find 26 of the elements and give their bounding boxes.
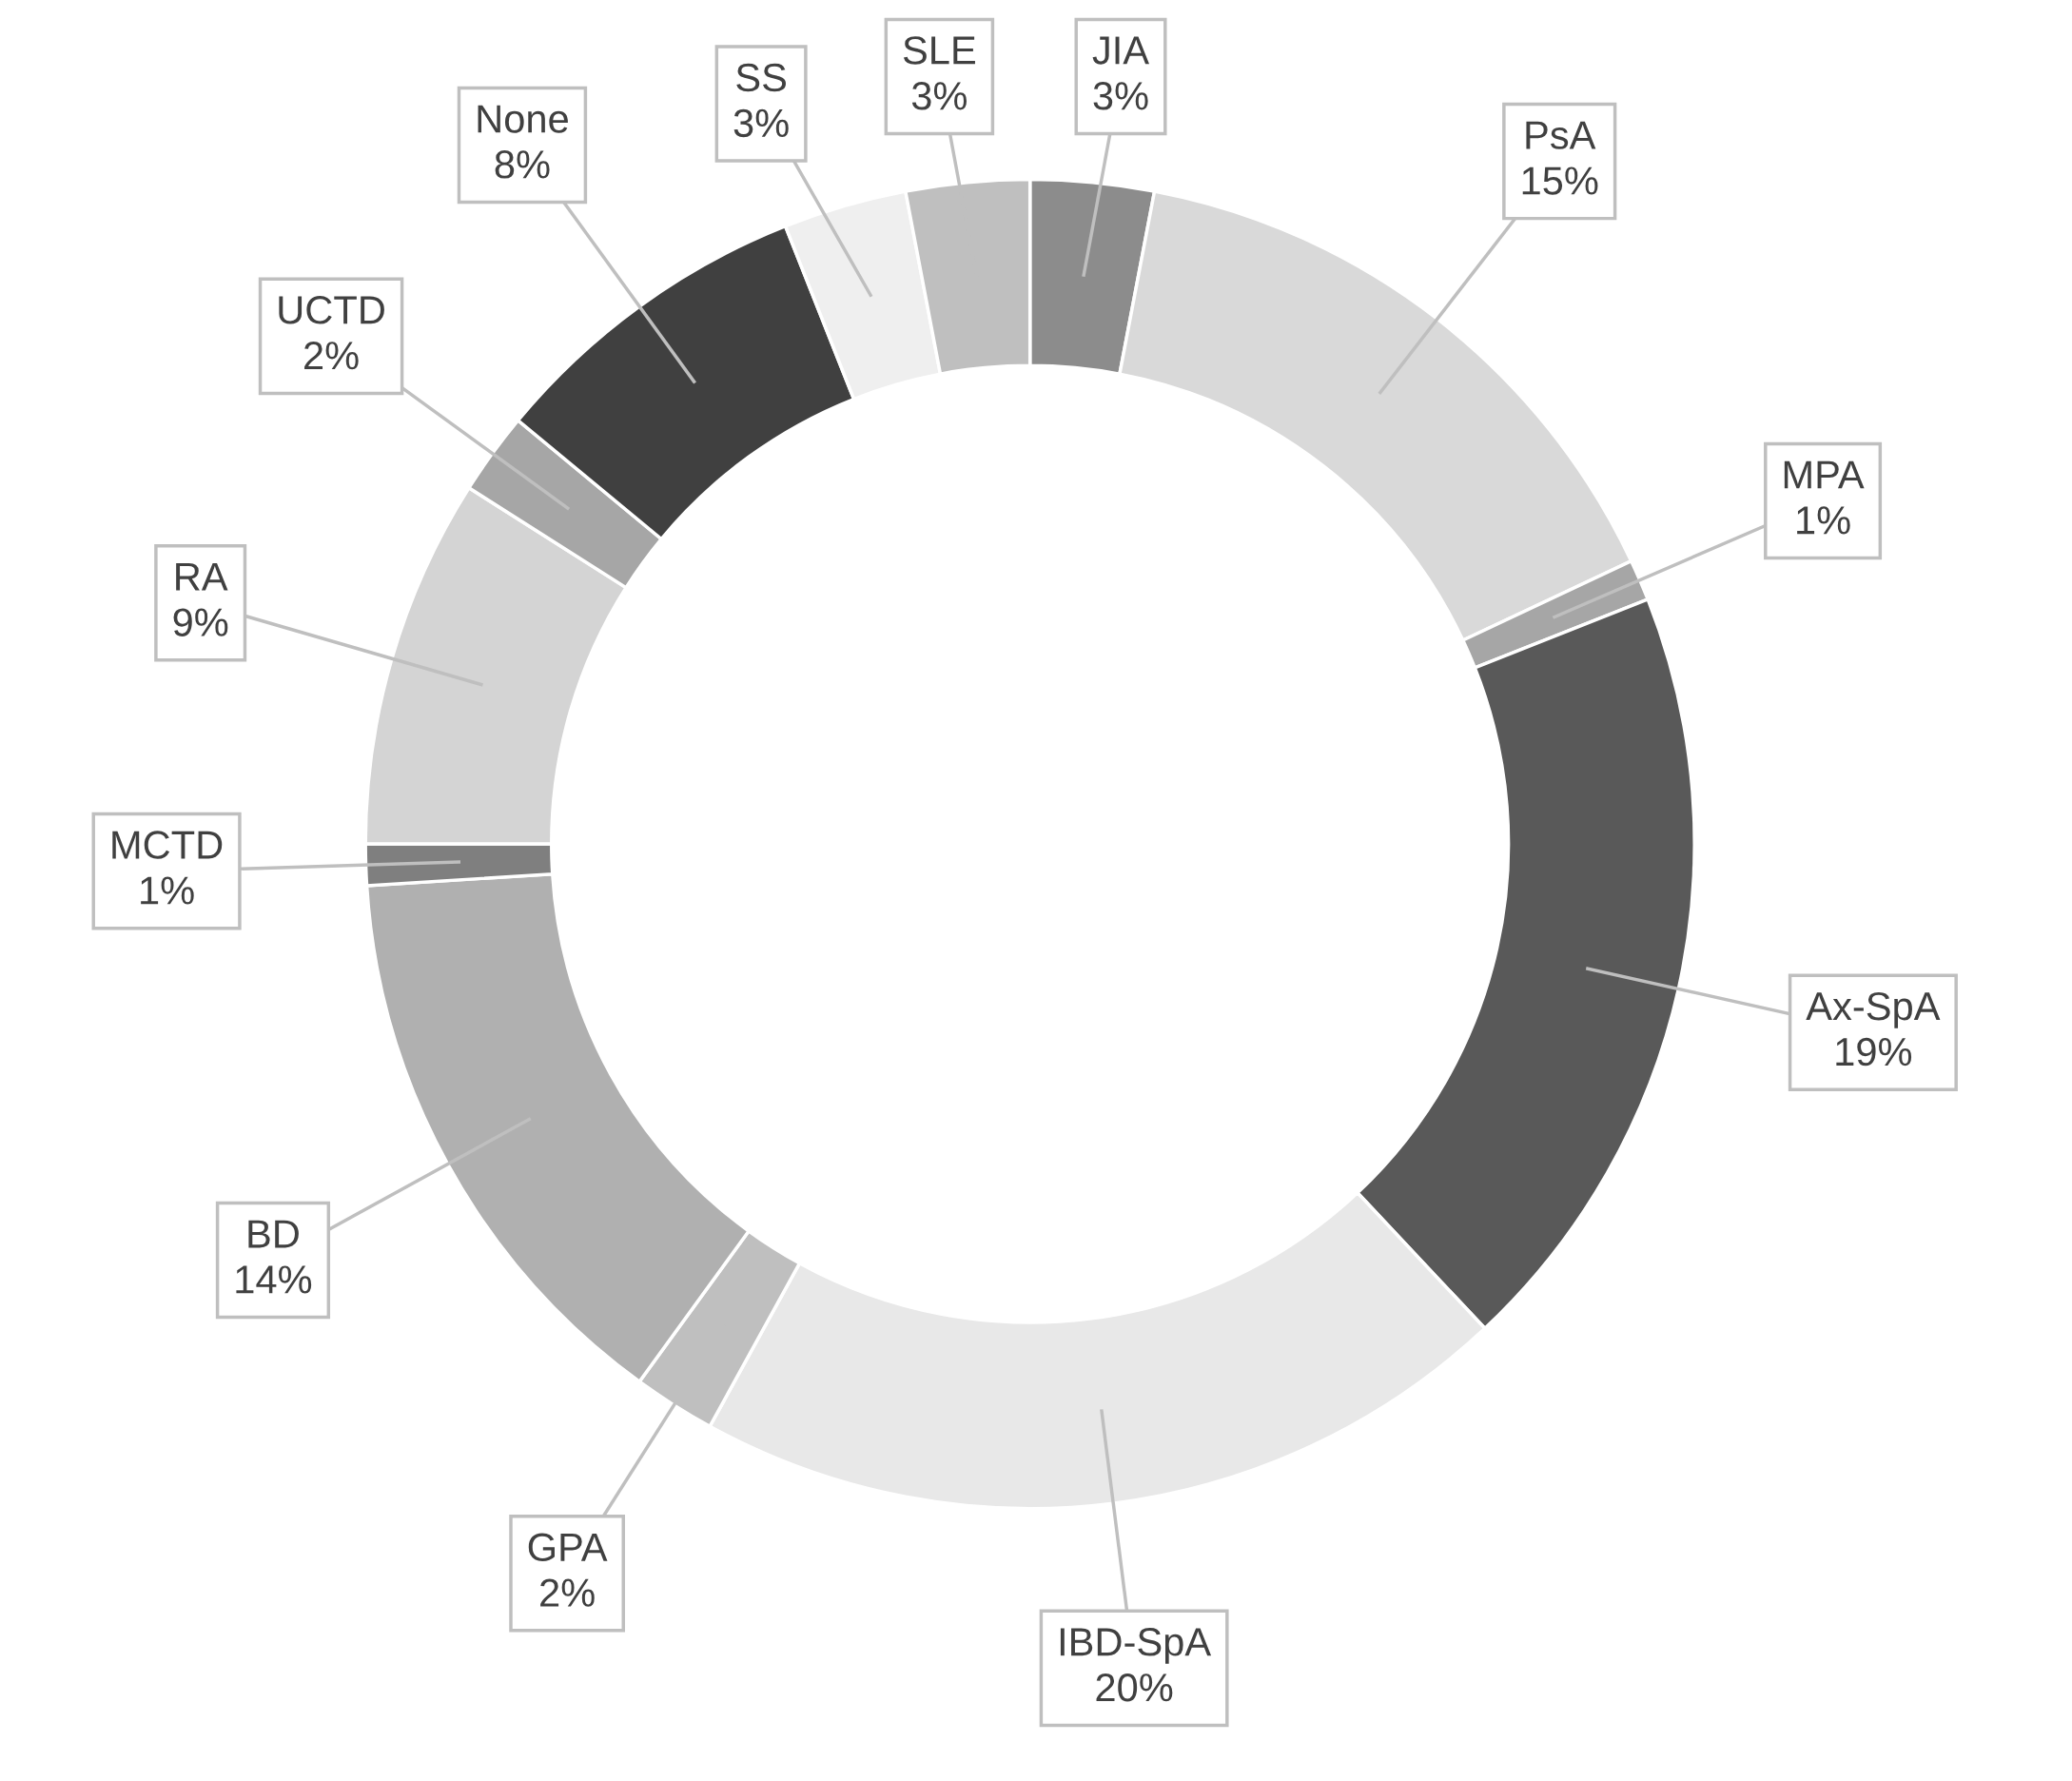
- slice-label: RA: [176, 562, 228, 591]
- slice-label: SLE: [903, 36, 975, 65]
- slice-label: BD: [248, 1220, 299, 1248]
- slice-label: Ax-SpA: [1806, 991, 1941, 1028]
- slice-label: MCTD: [112, 831, 223, 859]
- data-label: 1%: [1797, 506, 1850, 535]
- data-label: 3%: [1093, 82, 1148, 110]
- data-label: 9%: [173, 608, 228, 636]
- data-label: 3%: [911, 82, 967, 110]
- data-label: 15%: [1522, 166, 1598, 195]
- slice-label: GPA: [528, 1533, 608, 1562]
- slice-label: IBD-SpA: [1060, 1628, 1212, 1664]
- data-label: 14%: [236, 1265, 312, 1294]
- slice-label: SS: [736, 63, 786, 92]
- data-label: 3%: [733, 108, 789, 138]
- slice-label: None: [478, 105, 568, 133]
- slice-label: JIA: [1092, 36, 1150, 65]
- data-label: 8%: [495, 150, 550, 179]
- data-label: 19%: [1836, 1037, 1912, 1067]
- data-label: 1%: [141, 876, 194, 905]
- slice-label: UCTD: [279, 296, 384, 324]
- data-label: 2%: [304, 341, 359, 370]
- slice-label: PsA: [1526, 121, 1596, 149]
- slice-label: MPA: [1784, 460, 1865, 489]
- data-label: 2%: [540, 1578, 595, 1607]
- data-label: 20%: [1096, 1673, 1173, 1702]
